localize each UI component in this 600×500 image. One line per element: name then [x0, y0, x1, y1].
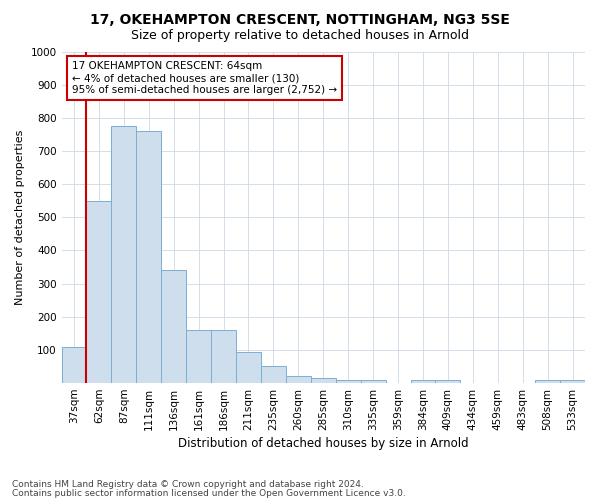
Bar	[136, 131, 161, 383]
Bar	[560, 380, 585, 383]
X-axis label: Distribution of detached houses by size in Arnold: Distribution of detached houses by size …	[178, 437, 469, 450]
Bar	[112, 126, 136, 383]
Bar	[286, 376, 311, 383]
Y-axis label: Number of detached properties: Number of detached properties	[15, 130, 25, 305]
Bar	[62, 346, 86, 383]
Bar	[86, 200, 112, 383]
Bar	[261, 366, 286, 383]
Bar	[236, 352, 261, 383]
Bar	[161, 270, 186, 383]
Bar	[436, 380, 460, 383]
Text: 17, OKEHAMPTON CRESCENT, NOTTINGHAM, NG3 5SE: 17, OKEHAMPTON CRESCENT, NOTTINGHAM, NG3…	[90, 12, 510, 26]
Bar	[535, 380, 560, 383]
Bar	[211, 330, 236, 383]
Bar	[186, 330, 211, 383]
Bar	[311, 378, 336, 383]
Bar	[410, 380, 436, 383]
Text: 17 OKEHAMPTON CRESCENT: 64sqm
← 4% of detached houses are smaller (130)
95% of s: 17 OKEHAMPTON CRESCENT: 64sqm ← 4% of de…	[72, 62, 337, 94]
Bar	[336, 380, 361, 383]
Text: Contains HM Land Registry data © Crown copyright and database right 2024.: Contains HM Land Registry data © Crown c…	[12, 480, 364, 489]
Text: Size of property relative to detached houses in Arnold: Size of property relative to detached ho…	[131, 29, 469, 42]
Text: Contains public sector information licensed under the Open Government Licence v3: Contains public sector information licen…	[12, 488, 406, 498]
Bar	[361, 380, 386, 383]
